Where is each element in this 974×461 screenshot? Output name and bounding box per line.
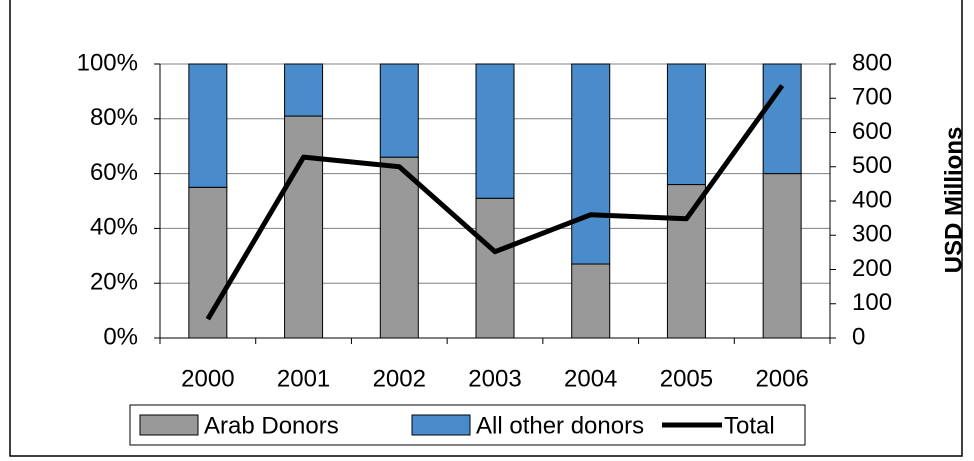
bar-segment	[762, 173, 802, 339]
y-tick-label: 80%	[90, 104, 138, 131]
x-tick-label: 2003	[468, 365, 521, 392]
bar-segment	[762, 63, 802, 175]
bar-segment	[379, 63, 419, 158]
legend-label: Arab Donors	[204, 412, 339, 439]
bar-segment	[188, 186, 228, 339]
y2-axis-label: USD Millions	[940, 127, 967, 274]
legend-label: Total	[724, 412, 775, 439]
legend-label: All other donors	[476, 412, 644, 439]
y2-tick-label: 300	[852, 221, 892, 248]
y-tick-label: 60%	[90, 159, 138, 186]
bar-segment	[666, 63, 706, 186]
y2-tick-label: 200	[852, 255, 892, 282]
y2-tick-label: 600	[852, 118, 892, 145]
y-tick-label: 0%	[103, 323, 138, 350]
bar-segment	[188, 63, 228, 188]
bar-segment	[666, 184, 706, 339]
x-tick-label: 2002	[373, 365, 426, 392]
total-line	[205, 84, 785, 321]
y2-tick-label: 400	[852, 186, 892, 213]
x-tick-label: 2000	[181, 365, 234, 392]
bar-segment	[284, 63, 324, 117]
bar-segment	[571, 263, 611, 339]
legend-swatch	[411, 414, 471, 436]
bar-segment	[475, 63, 515, 199]
bar-segment	[379, 156, 419, 339]
x-tick-label: 2006	[755, 365, 808, 392]
chart-frame	[9, 0, 963, 457]
y2-tick-label: 100	[852, 289, 892, 316]
x-tick-label: 2004	[564, 365, 617, 392]
bar-segment	[475, 197, 515, 339]
y-tick-label: 100%	[77, 49, 138, 76]
legend-swatch	[139, 414, 199, 436]
y2-tick-label: 0	[852, 323, 865, 350]
y2-tick-label: 700	[852, 84, 892, 111]
y-tick-label: 40%	[90, 214, 138, 241]
y-tick-label: 20%	[90, 269, 138, 296]
y2-tick-label: 800	[852, 49, 892, 76]
bar-segment	[571, 63, 611, 265]
x-tick-label: 2005	[660, 365, 713, 392]
bar-segment	[284, 115, 324, 339]
x-tick-label: 2001	[277, 365, 330, 392]
y2-tick-label: 500	[852, 152, 892, 179]
